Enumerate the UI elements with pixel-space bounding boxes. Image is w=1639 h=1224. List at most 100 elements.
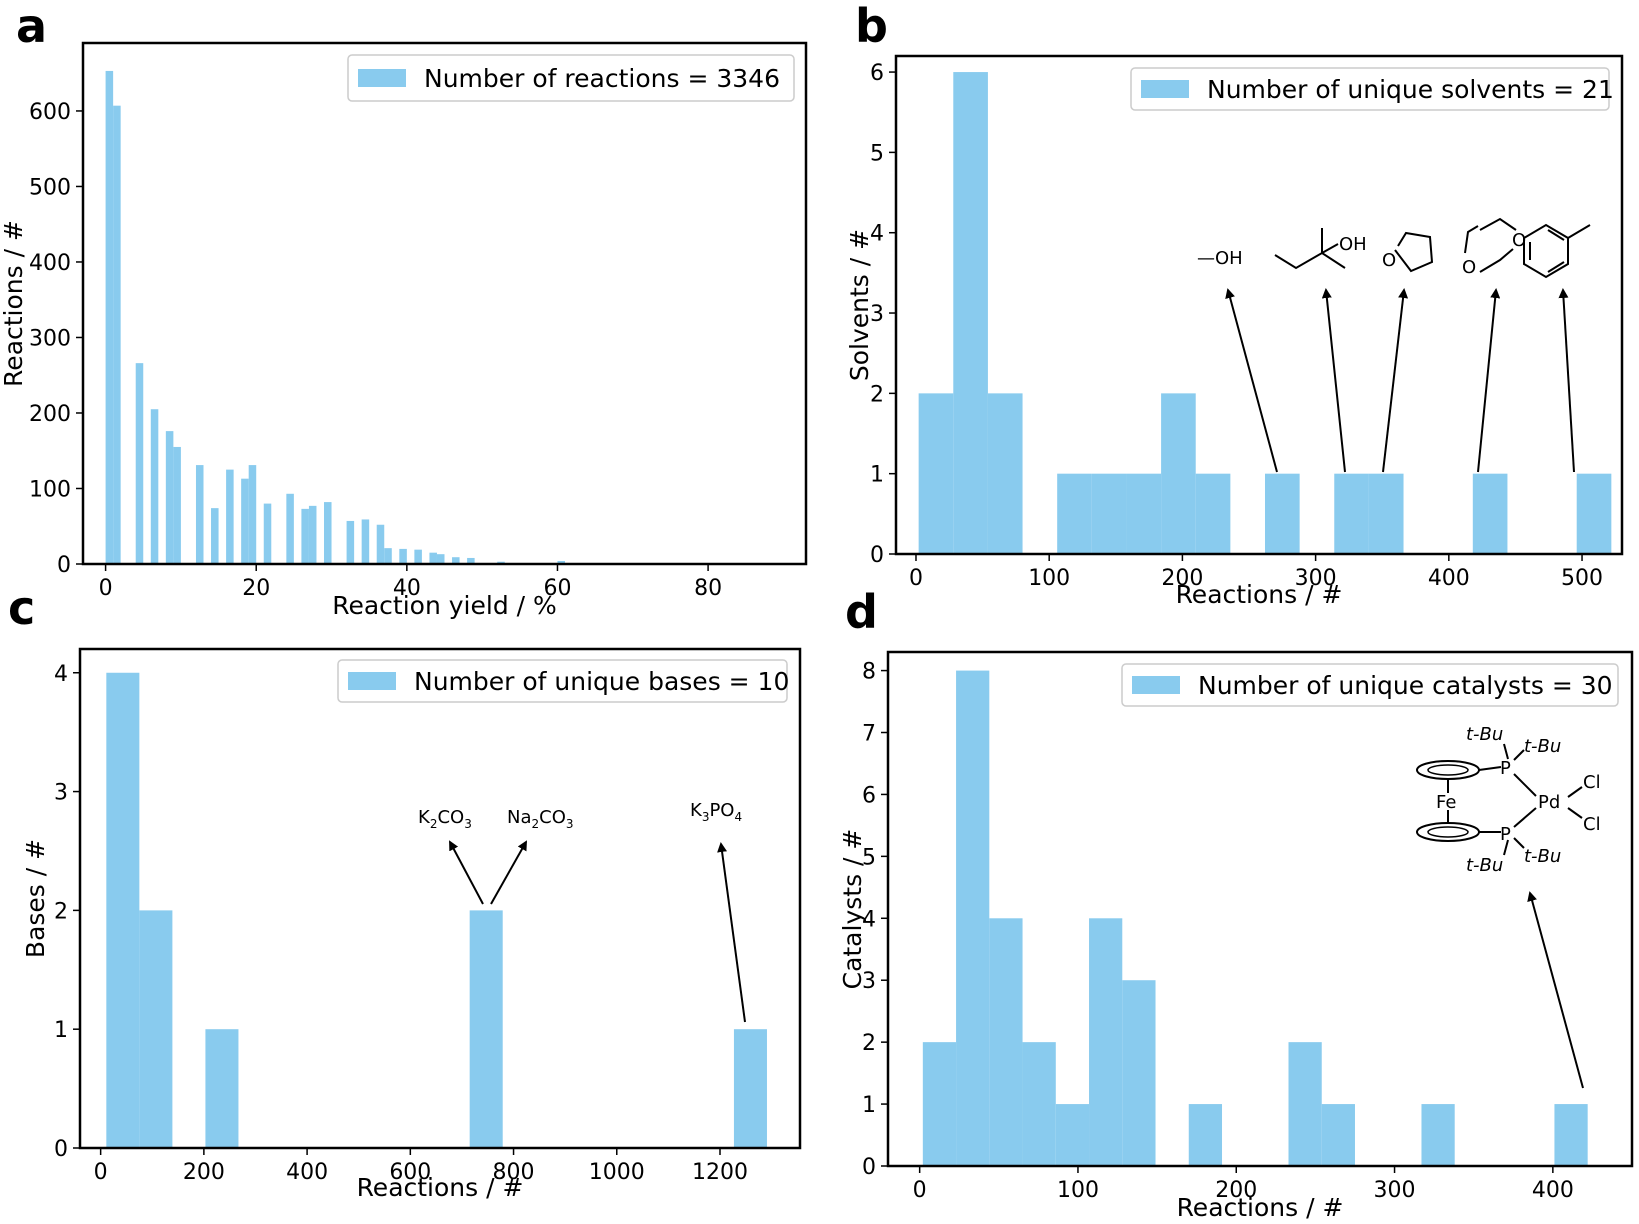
bar-a-15 (324, 502, 332, 564)
bar-d-6 (1122, 980, 1156, 1166)
bar-a-12 (286, 493, 294, 564)
tert-amyl-alcohol-structure (1274, 228, 1346, 270)
tert-amyl-alcohol-oh-label: OH (1339, 234, 1367, 255)
x-tick-label-b-2: 200 (1161, 566, 1203, 591)
y-tick-label-b-2: 2 (870, 382, 884, 407)
chart-panel-a: 0 20 40 60 80 0 100 200 300 400 500 600 Reaction yie… (0, 41, 808, 620)
y-tick-label-c-0: 0 (54, 1137, 68, 1162)
bar-d-8 (1288, 1042, 1322, 1166)
legend-box-b (1130, 67, 1610, 111)
bar-b-0 (918, 393, 954, 554)
x-tick-label-c-0: 0 (94, 1160, 108, 1185)
y-tick-label-a-2: 200 (29, 402, 71, 427)
bar-b-8 (1264, 473, 1300, 554)
bar-a-11 (263, 503, 272, 564)
annotation-arrows (449, 288, 1584, 1089)
bar-a-18 (376, 524, 385, 564)
y-tick-label-b-6: 6 (870, 61, 884, 86)
y-tick-label-d-3: 3 (862, 969, 876, 994)
bar-a-8 (226, 469, 234, 564)
y-tick-label-b-1: 1 (870, 463, 884, 488)
x-tick-label-c-5: 1000 (589, 1160, 645, 1185)
k3po4-label: K3PO4 (690, 800, 742, 824)
x-tick-label-d-4: 400 (1532, 1178, 1574, 1203)
bar-d-4 (1055, 1104, 1090, 1166)
bar-b-3 (1057, 473, 1092, 554)
y-tick-label-d-8: 8 (862, 660, 876, 685)
y-tick-label-d-1: 1 (862, 1093, 876, 1118)
bar-c-3 (469, 910, 503, 1148)
arrow-methanol (1225, 288, 1278, 473)
y-tick-label-b-3: 3 (870, 302, 884, 327)
legend-b: Number of unique solvents = 21 (1130, 67, 1614, 111)
bar-d-11 (1554, 1104, 1588, 1166)
legend-swatch-b (1141, 80, 1189, 98)
solvent-structures: —OH OH O O O (1197, 217, 1591, 279)
bar-a-20 (399, 548, 407, 564)
x-axis-label-d: Reactions / # (1177, 1193, 1344, 1222)
bar-d-2 (989, 918, 1023, 1166)
tbu-label-1: t-Bu (1466, 724, 1503, 745)
plot-frame-b (894, 54, 1624, 556)
bar-a-24 (452, 557, 460, 564)
plot-frame-a (81, 41, 808, 566)
dioxane-structure (1464, 217, 1517, 273)
dioxane-oxygen-2: O (1462, 257, 1476, 278)
x-tick-label-a-2: 40 (393, 576, 421, 601)
y-tick-label-d-4: 4 (862, 907, 876, 932)
x-tick-label-d-2: 200 (1215, 1178, 1257, 1203)
panel-letter-b: b (855, 0, 888, 53)
plot-frame-d (886, 650, 1634, 1168)
bar-d-1 (956, 670, 990, 1166)
tbu-label-2: t-Bu (1524, 736, 1561, 757)
y-tick-label-a-1: 100 (29, 477, 71, 502)
y-tick-label-b-5: 5 (870, 141, 884, 166)
fe-label: Fe (1436, 792, 1456, 813)
methanol-structure-label: —OH (1197, 248, 1243, 269)
x-tick-label-a-0: 0 (99, 576, 113, 601)
bar-a-6 (195, 465, 204, 564)
y-tick-label-d-2: 2 (862, 1031, 876, 1056)
cl-label-bottom: Cl (1583, 814, 1601, 835)
legend-c: Number of unique bases = 10 (337, 659, 789, 703)
bar-a-4 (165, 431, 174, 564)
bar-b-4 (1091, 473, 1127, 554)
plot-frame-c (78, 647, 802, 1150)
p-label-top: P (1500, 758, 1511, 779)
na2co3-label: Na2CO3 (507, 807, 574, 831)
bar-d-5 (1089, 918, 1123, 1166)
bar-d-0 (922, 1042, 957, 1166)
x-tick-label-c-4: 800 (493, 1160, 535, 1185)
bar-b-10 (1368, 473, 1404, 554)
bars-c (106, 672, 767, 1148)
x-axis-label-c: Reactions / # (357, 1173, 524, 1202)
x-tick-label-c-6: 1200 (692, 1160, 748, 1185)
catalyst-structure: Fe P P Pd Cl Cl t-Bu t-Bu t-Bu t-Bu (1416, 724, 1601, 876)
pd-label: Pd (1538, 792, 1560, 813)
x-tick-label-b-3: 300 (1295, 566, 1337, 591)
y-tick-label-c-3: 3 (54, 781, 68, 806)
bar-a-3 (150, 409, 159, 564)
bar-b-1 (953, 72, 988, 554)
y-tick-label-c-2: 2 (54, 899, 68, 924)
y-axis-label-d: Catalysts / # (838, 829, 867, 990)
bar-a-21 (414, 549, 422, 564)
y-tick-label-b-4: 4 (870, 222, 884, 247)
bar-b-6 (1161, 393, 1196, 554)
bar-a-25 (467, 557, 475, 564)
legend-d: Number of unique catalysts = 30 (1121, 663, 1619, 707)
legend-text-c: Number of unique bases = 10 (414, 667, 789, 696)
bar-a-14 (308, 505, 317, 564)
bar-b-2 (987, 393, 1023, 554)
base-labels: K2CO3 Na2CO3 K3PO4 (418, 800, 742, 831)
x-tick-label-d-0: 0 (913, 1178, 927, 1203)
bar-c-0 (106, 672, 140, 1148)
tbu-label-3: t-Bu (1466, 855, 1503, 876)
bar-c-2 (205, 1029, 239, 1148)
bar-d-9 (1321, 1104, 1355, 1166)
x-tick-label-d-3: 300 (1374, 1178, 1416, 1203)
legend-swatch-a (358, 69, 406, 87)
bar-a-5 (173, 446, 181, 564)
legend-box-c (337, 659, 788, 703)
chart-panel-b: 0 100 200 300 400 500 0 1 2 3 4 5 6 Reactions / # Solv… (845, 54, 1624, 609)
